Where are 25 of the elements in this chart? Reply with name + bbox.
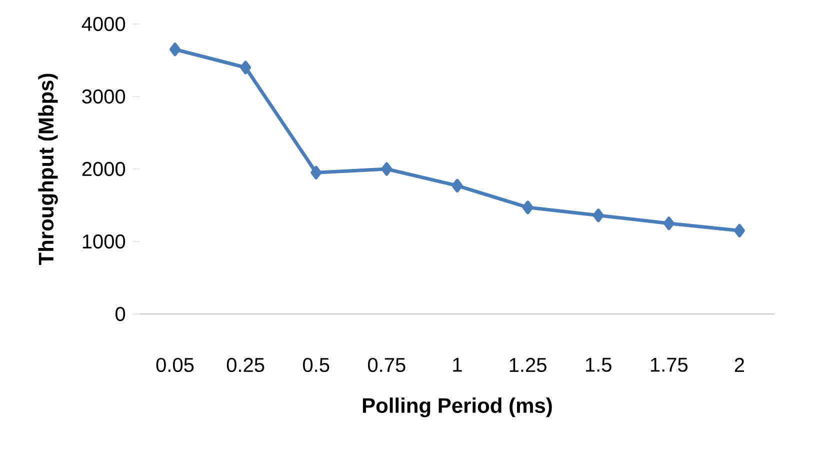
- point: [381, 162, 392, 176]
- x-tick-label: 0.05: [156, 358, 194, 372]
- point: [592, 208, 604, 222]
- y-tick-label: 0: [116, 306, 126, 322]
- x-tick-label: 1.5: [586, 358, 612, 372]
- x-tick-label: 1.75: [650, 358, 688, 372]
- point: [170, 42, 180, 56]
- point: [240, 60, 252, 74]
- x-axis-title: Polling Period (ms): [362, 398, 552, 418]
- x-tick-label: 0.75: [368, 358, 406, 372]
- point: [522, 200, 534, 214]
- x-tick-label: 1: [453, 358, 462, 372]
- x-tick-label: 1.25: [510, 358, 546, 372]
- y-tick-label: 3000: [82, 89, 126, 104]
- point: [452, 178, 463, 192]
- x-tick-label: 2: [734, 358, 744, 372]
- y-tick-label: 1000: [82, 234, 126, 249]
- y-tick-label: 4000: [82, 16, 126, 32]
- x-tick-label: 0.5: [302, 358, 330, 372]
- y-tick-label: 2000: [82, 162, 126, 176]
- point: [734, 224, 745, 238]
- point: [310, 166, 322, 180]
- point: [663, 216, 674, 230]
- y-axis-title: Throughput (Mbps): [38, 74, 58, 265]
- x-tick-label: 0.25: [226, 358, 264, 372]
